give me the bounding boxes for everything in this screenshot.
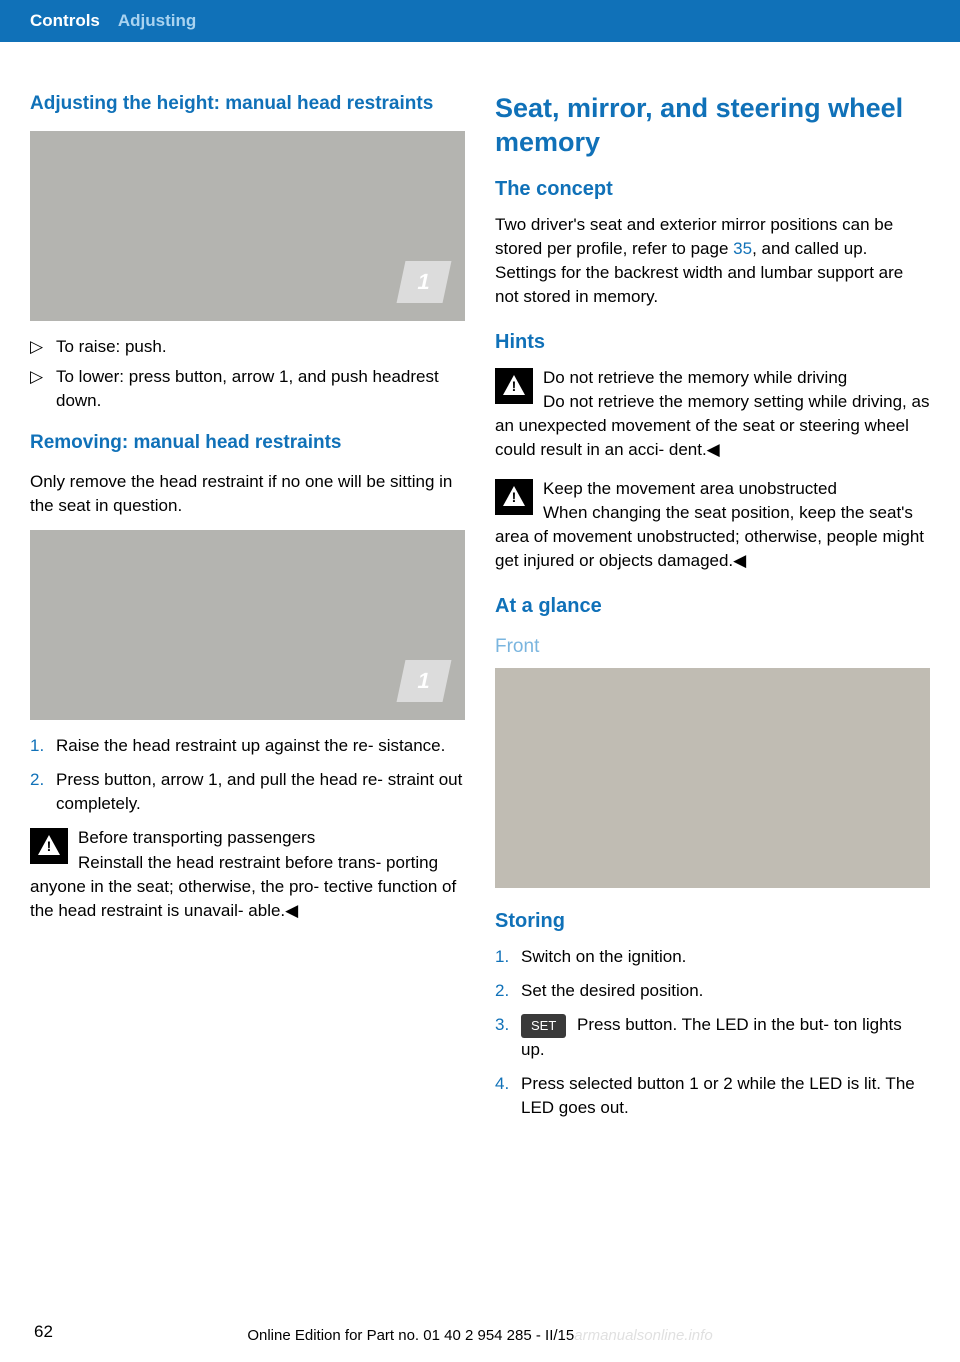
left-column: Adjusting the height: manual head restra… [30, 92, 465, 1130]
warning-icon [495, 479, 533, 515]
warning-passengers: Before transporting passengers Reinstall… [30, 826, 465, 923]
list-item: ▷To lower: press button, arrow 1, and pu… [30, 365, 465, 413]
page-number: 62 [34, 1322, 53, 1342]
heading-concept: The concept [495, 178, 930, 201]
heading-front: Front [495, 636, 930, 658]
headrest-image-2: 1 [30, 530, 465, 720]
list-item: ▷To raise: push. [30, 335, 465, 359]
heading-memory: Seat, mirror, and steering wheel memory [495, 92, 930, 160]
warning-body: Do not retrieve the memory setting while… [495, 392, 929, 459]
step-text: Press button, arrow 1, and pull the head… [56, 768, 465, 816]
step-text: Switch on the ignition. [521, 945, 686, 969]
list-item: 2.Press button, arrow 1, and pull the he… [30, 768, 465, 816]
header-primary: Controls [30, 11, 100, 31]
warning-title: Keep the movement area unobstructed [543, 479, 837, 498]
list-item: 1.Switch on the ignition. [495, 945, 930, 969]
warning-title: Before transporting passengers [78, 828, 315, 847]
warning-memory-driving: Do not retrieve the memory while driving… [495, 366, 930, 463]
list-item: 2.Set the desired position. [495, 979, 930, 1003]
footer: 62 Online Edition for Part no. 01 40 2 9… [0, 1327, 960, 1344]
removing-intro: Only remove the head restraint if no one… [30, 470, 465, 518]
warning-body: Reinstall the head restraint before tran… [30, 853, 456, 920]
step-tail: Press button. The LED in the but‐ ton li… [521, 1015, 902, 1059]
step-text: SET Press button. The LED in the but‐ to… [521, 1013, 930, 1062]
headrest-image-1: 1 [30, 131, 465, 321]
bullet-text: To lower: press button, arrow 1, and pus… [56, 365, 465, 413]
heading-hints: Hints [495, 331, 930, 354]
bullet-text: To raise: push. [56, 335, 167, 359]
warning-icon [495, 368, 533, 404]
step-number: 4. [495, 1072, 521, 1120]
image-badge-2: 1 [397, 660, 452, 702]
image-badge-1: 1 [397, 261, 452, 303]
set-button-icon: SET [521, 1014, 566, 1038]
footer-edition: Online Edition for Part no. 01 40 2 954 … [247, 1327, 574, 1344]
step-text: Press selected button 1 or 2 while the L… [521, 1072, 930, 1120]
adjust-bullets: ▷To raise: push. ▷To lower: press button… [30, 335, 465, 413]
warning-body: When changing the seat position, keep th… [495, 503, 924, 570]
heading-storing: Storing [495, 910, 930, 933]
header-bar: Controls Adjusting [0, 0, 960, 42]
heading-adjust-height: Adjusting the height: manual head restra… [30, 92, 465, 117]
warning-icon [30, 828, 68, 864]
warning-title: Do not retrieve the memory while driving [543, 368, 847, 387]
step-text: Raise the head restraint up against the … [56, 734, 445, 758]
step-number: 1. [495, 945, 521, 969]
bullet-icon: ▷ [30, 335, 56, 359]
step-number: 1. [30, 734, 56, 758]
bullet-icon: ▷ [30, 365, 56, 413]
step-number: 2. [495, 979, 521, 1003]
step-number: 2. [30, 768, 56, 816]
removing-steps: 1.Raise the head restraint up against th… [30, 734, 465, 816]
list-item: 4.Press selected button 1 or 2 while the… [495, 1072, 930, 1120]
heading-removing: Removing: manual head restraints [30, 431, 465, 456]
step-number: 3. [495, 1013, 521, 1062]
warning-movement-area: Keep the movement area unobstructed When… [495, 477, 930, 574]
list-item: 1.Raise the head restraint up against th… [30, 734, 465, 758]
content: Adjusting the height: manual head restra… [0, 42, 960, 1130]
list-item: 3.SET Press button. The LED in the but‐ … [495, 1013, 930, 1062]
heading-at-a-glance: At a glance [495, 595, 930, 618]
page-ref-link[interactable]: 35 [733, 239, 752, 258]
memory-buttons-image [495, 668, 930, 888]
right-column: Seat, mirror, and steering wheel memory … [495, 92, 930, 1130]
concept-text: Two driver's seat and exterior mirror po… [495, 213, 930, 310]
footer-line: Online Edition for Part no. 01 40 2 954 … [0, 1327, 960, 1344]
step-text: Set the desired position. [521, 979, 703, 1003]
watermark: armanualsonline.info [574, 1327, 712, 1344]
storing-steps: 1.Switch on the ignition. 2.Set the desi… [495, 945, 930, 1120]
header-secondary: Adjusting [118, 11, 196, 31]
